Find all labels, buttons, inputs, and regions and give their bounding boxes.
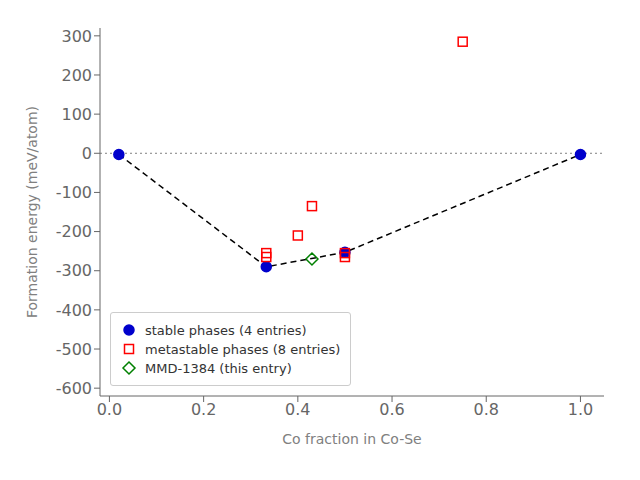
svg-text:0.8: 0.8	[474, 400, 499, 419]
svg-text:Formation energy (meV/atom): Formation energy (meV/atom)	[24, 106, 40, 318]
svg-text:Co fraction in Co-Se: Co fraction in Co-Se	[282, 431, 421, 447]
svg-text:-500: -500	[56, 340, 92, 359]
svg-text:-400: -400	[56, 301, 92, 320]
svg-text:0: 0	[82, 144, 92, 163]
svg-text:100: 100	[61, 105, 92, 124]
svg-text:-200: -200	[56, 222, 92, 241]
svg-text:0.6: 0.6	[379, 400, 404, 419]
html-text:stable phases (4 entries): stable phases (4 entries)	[145, 322, 307, 338]
svg-text:300: 300	[61, 27, 92, 46]
svg-text:-100: -100	[56, 183, 92, 202]
svg-text:-600: -600	[56, 379, 92, 398]
svg-text:0.4: 0.4	[285, 400, 310, 419]
svg-text:200: 200	[61, 66, 92, 85]
svg-text:0.2: 0.2	[191, 400, 216, 419]
html-text:metastable phases (8 entries): metastable phases (8 entries)	[145, 341, 341, 357]
svg-text:1.0: 1.0	[568, 400, 593, 419]
svg-text:0.0: 0.0	[97, 400, 122, 419]
html-text:MMD-1384 (this entry): MMD-1384 (this entry)	[145, 360, 292, 376]
svg-text:-300: -300	[56, 261, 92, 280]
